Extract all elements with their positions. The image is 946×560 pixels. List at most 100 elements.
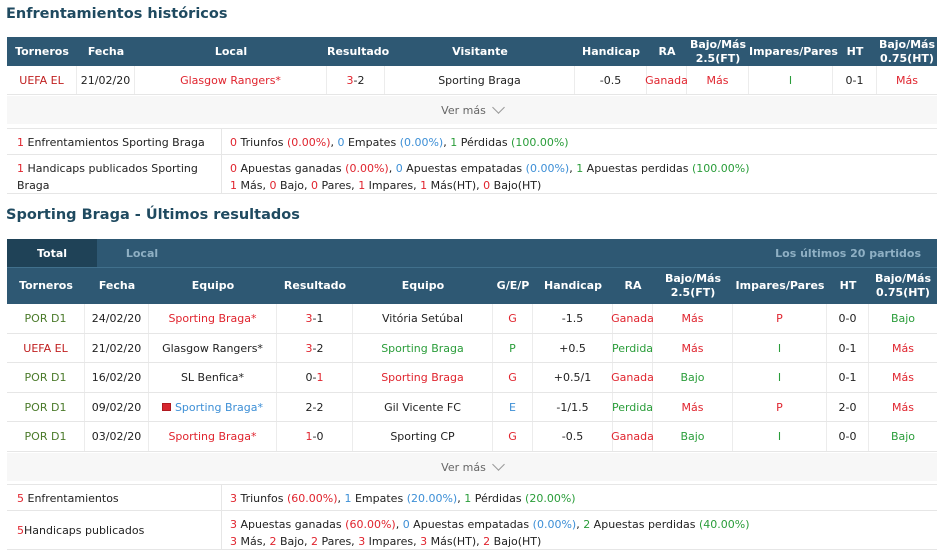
col-ou-ht: Bajo/Más 0.75(HT) xyxy=(878,37,936,65)
table-row[interactable]: UEFA EL 21/02/20 Glasgow Rangers* 3-2 Sp… xyxy=(7,334,937,363)
home-team-link[interactable]: Sporting Braga* xyxy=(149,304,277,333)
table-row[interactable]: UEFA EL 21/02/20 Glasgow Rangers* 3-2 Sp… xyxy=(7,66,937,95)
summary-count: 5 xyxy=(17,492,24,505)
home-team-link[interactable]: Sporting Braga* xyxy=(149,393,277,421)
summary-label-text: Enfrentamientos xyxy=(24,492,119,505)
summary-values: 3 Triunfos (60.00%), 1 Empates (20.00%),… xyxy=(230,492,576,505)
ou-ft-cell: Más xyxy=(653,334,733,362)
summary-label-text: Handicaps publicados Sporting Braga xyxy=(17,162,198,192)
col-handicap: Handicap xyxy=(582,44,640,58)
losses-count: 1 xyxy=(450,136,458,149)
wins-text: Triunfos xyxy=(237,492,287,505)
h2h-table-header: Torneros Fecha Local Resultado Visitante… xyxy=(7,37,937,66)
away-team-link[interactable]: Sporting Braga xyxy=(353,334,493,362)
ou-ft-cell: Más xyxy=(653,304,733,333)
away-team-link[interactable]: Vitória Setúbal xyxy=(353,304,493,333)
col-visitante: Visitante xyxy=(452,44,508,58)
score-cell[interactable]: 3-2 xyxy=(327,66,385,94)
away-team-link[interactable]: Sporting CP xyxy=(353,422,493,451)
odd-even-cell: I xyxy=(733,334,827,362)
over-ht-count: 1 xyxy=(420,179,428,192)
away-team-link[interactable]: Sporting Braga xyxy=(385,66,575,94)
recent-title: Sporting Braga - Últimos resultados xyxy=(6,207,300,223)
home-team-link[interactable]: SL Benfica* xyxy=(149,363,277,392)
table-row[interactable]: POR D1 03/02/20 Sporting Braga* 1-0 Spor… xyxy=(7,422,937,452)
away-team-link[interactable]: Sporting Braga xyxy=(353,363,493,392)
ht-cell: 0-1 xyxy=(827,363,869,392)
home-team-link[interactable]: Sporting Braga* xyxy=(149,422,277,451)
home-team-name: Sporting Braga* xyxy=(174,400,264,414)
col-equipo-home: Equipo xyxy=(191,279,235,292)
ra-cell: Ganada xyxy=(645,66,688,94)
wins-count: 0 xyxy=(230,136,237,149)
bets-draw-count: 0 xyxy=(402,518,410,531)
league-cell[interactable]: POR D1 xyxy=(7,393,85,421)
summary-label-text: Handicaps publicados xyxy=(24,523,145,537)
over-text: Más, xyxy=(237,179,270,192)
over-ht-text: Más(HT), xyxy=(427,179,484,192)
table-row[interactable]: POR D1 24/02/20 Sporting Braga* 3-1 Vitó… xyxy=(7,304,937,334)
bets-draw-count: 0 xyxy=(395,162,403,175)
score-cell[interactable]: 0-1 xyxy=(277,363,353,392)
score-away: 2 xyxy=(316,400,324,414)
over-ht-text: Más(HT), xyxy=(427,535,484,548)
under-ht-text: Bajo(HT) xyxy=(490,535,542,548)
col-gep: G/E/P xyxy=(496,279,530,292)
ht-cell: 0-0 xyxy=(827,304,869,333)
losses-text: Pérdidas xyxy=(471,492,526,505)
odd-text: Impares, xyxy=(365,535,421,548)
handicap-cell: +0.5/1 xyxy=(533,363,613,392)
under-ht-count: 2 xyxy=(483,535,491,548)
last-20-matches-selector[interactable]: Los últimos 20 partidos xyxy=(775,246,921,260)
table-row[interactable]: POR D1 09/02/20 Sporting Braga* 2-2 Gil … xyxy=(7,393,937,422)
league-cell[interactable]: POR D1 xyxy=(7,363,85,392)
home-team-link[interactable]: Glasgow Rangers* xyxy=(135,66,327,94)
summary-values: 0 Triunfos (0.00%), 0 Empates (0.00%), 1… xyxy=(230,136,569,149)
score-home: 3 xyxy=(305,341,313,355)
league-cell[interactable]: POR D1 xyxy=(7,422,85,451)
bets-won-pct: (60.00%) xyxy=(345,518,396,531)
summary-label-text: Enfrentamientos Sporting Braga xyxy=(24,136,205,149)
col-resultado: Resultado xyxy=(283,279,347,292)
handicap-cell: -1/1.5 xyxy=(533,393,613,421)
score-cell[interactable]: 3-2 xyxy=(277,334,353,362)
ra-cell: Ganada xyxy=(611,363,654,392)
ou-ht-cell: Bajo xyxy=(890,312,916,325)
draws-pct: (0.00%) xyxy=(399,136,444,149)
ou-ht-cell: Más xyxy=(892,371,914,384)
score-cell[interactable]: 1-0 xyxy=(277,422,353,451)
home-team-name: Glasgow Rangers* xyxy=(162,341,263,355)
bets-won-pct: (0.00%) xyxy=(345,162,389,175)
wins-pct: (60.00%) xyxy=(286,492,338,505)
summary-label: 1 Enfrentamientos Sporting Braga xyxy=(7,129,222,154)
ra-cell: Ganada xyxy=(611,422,654,451)
ra-cell: Perdida xyxy=(612,334,653,362)
recent-tabs: Total Local Los últimos 20 partidos xyxy=(7,239,937,267)
tab-total[interactable]: Total xyxy=(7,239,97,267)
draws-pct: (20.00%) xyxy=(406,492,458,505)
score-away: 2 xyxy=(357,73,365,87)
gep-cell: G xyxy=(493,304,533,333)
ou-ht-cell: Bajo xyxy=(890,430,916,443)
bets-lost-pct: (100.00%) xyxy=(692,162,750,175)
date-cell: 21/02/20 xyxy=(77,66,135,94)
table-row[interactable]: POR D1 16/02/20 SL Benfica* 0-1 Sporting… xyxy=(7,363,937,393)
score-cell[interactable]: 2-2 xyxy=(277,393,353,421)
bets-lost-count: 1 xyxy=(576,162,584,175)
home-team-link[interactable]: Glasgow Rangers* xyxy=(149,334,277,362)
away-team-link[interactable]: Gil Vicente FC xyxy=(353,393,493,421)
tab-local[interactable]: Local xyxy=(125,246,159,260)
col-local: Local xyxy=(214,44,248,58)
over-count: 1 xyxy=(230,179,237,192)
under-text: Bajo, xyxy=(276,179,312,192)
under-count: 0 xyxy=(269,179,277,192)
league-cell[interactable]: UEFA EL xyxy=(7,334,85,362)
league-cell[interactable]: POR D1 xyxy=(7,304,85,333)
h2h-see-more-button[interactable]: Ver más xyxy=(7,96,937,124)
league-cell[interactable]: UEFA EL xyxy=(7,66,77,94)
score-cell[interactable]: 3-1 xyxy=(277,304,353,333)
recent-see-more-button[interactable]: Ver más xyxy=(7,453,937,481)
gep-cell: G xyxy=(493,363,533,392)
summary-label: 5 Enfrentamientos xyxy=(7,485,222,510)
bets-draw-pct: (0.00%) xyxy=(532,518,577,531)
